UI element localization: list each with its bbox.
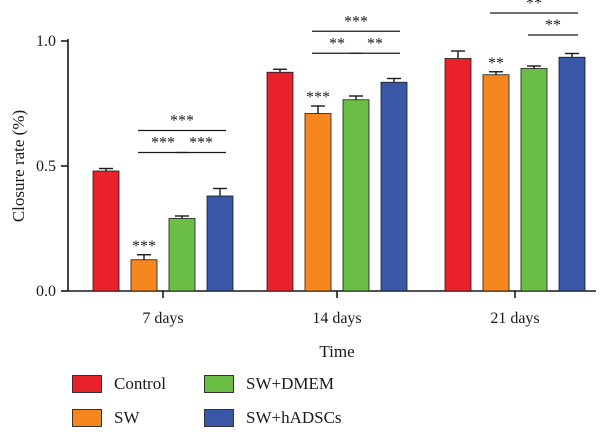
legend-label-sw-dmem: SW+DMEM: [246, 374, 334, 393]
legend-label-sw: SW: [114, 408, 140, 427]
legend-swatch-control: [72, 375, 102, 393]
bar: [482, 74, 510, 292]
significance-bracket-label: ***: [151, 135, 175, 152]
significance-label: ***: [132, 238, 156, 255]
bar-chart: 0.00.51.07 days 14 days 21 days **********…: [9, 0, 596, 361]
legend-swatch-sw-dmem: [204, 375, 234, 393]
significance-bracket-label: **: [367, 35, 383, 52]
bar: [206, 195, 234, 292]
legend-label-sw-hadscs: SW+hADSCs: [246, 408, 342, 427]
bar: [92, 170, 120, 292]
significance-label: **: [488, 55, 504, 72]
legend-swatch-sw-hadscs: [204, 409, 234, 427]
legend-item-sw-hadscs: SW+hADSCs: [204, 408, 404, 428]
significance-bracket-label: **: [545, 17, 561, 34]
bar: [444, 58, 472, 292]
bar: [130, 259, 158, 292]
x-tick-label: 14 days: [312, 310, 361, 327]
significance-bracket-label: **: [329, 35, 345, 52]
bar: [266, 71, 294, 292]
bar: [520, 68, 548, 292]
chart-bars: [92, 50, 586, 292]
bar: [342, 99, 370, 292]
x-tick-label: 7 days: [142, 310, 183, 327]
significance-label: ***: [306, 89, 330, 106]
significance-bracket-label: ***: [189, 135, 213, 152]
y-tick-label: 1.0: [36, 33, 56, 50]
significance-bracket-label: ***: [344, 13, 368, 30]
significance-bracket-label: ***: [170, 113, 194, 130]
chart-significance-annotations: *********** ******** ***** ****: [132, 0, 578, 255]
legend-item-sw: SW: [72, 408, 204, 428]
significance-bracket-label: **: [526, 0, 542, 12]
legend-swatch-sw: [72, 409, 102, 427]
bar: [558, 56, 586, 292]
bar: [168, 218, 196, 292]
y-tick-label: 0.0: [36, 283, 56, 300]
chart-legend: Control SW+DMEM SW SW+hADSCs: [72, 374, 404, 428]
bar: [304, 113, 332, 292]
bar: [380, 81, 408, 292]
y-tick-label: 0.5: [36, 158, 56, 175]
legend-item-sw-dmem: SW+DMEM: [204, 374, 404, 394]
y-axis-label: Closure rate (%): [9, 110, 28, 222]
x-axis-label: Time: [319, 342, 354, 361]
x-tick-label: 21 days: [490, 310, 539, 327]
legend-label-control: Control: [114, 374, 166, 393]
legend-item-control: Control: [72, 374, 204, 394]
